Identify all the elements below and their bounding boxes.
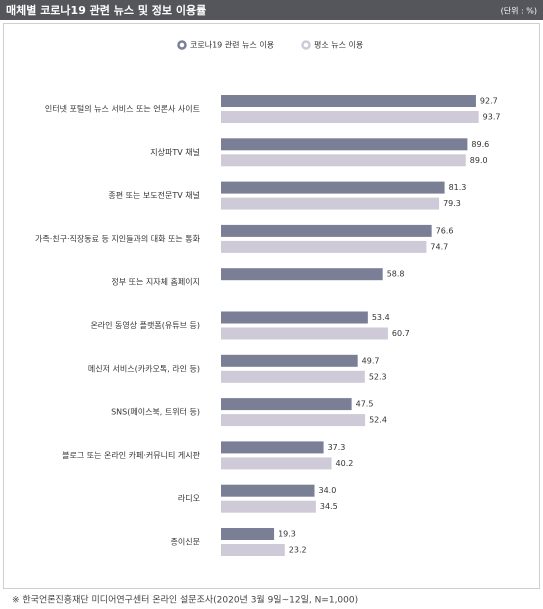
value-label: 52.4 xyxy=(369,416,387,425)
legend-label: 코로나19 관련 뉴스 이용 xyxy=(190,40,274,50)
bar xyxy=(221,500,316,513)
footnote: ※ 한국언론진흥재단 미디어연구센터 온라인 설문조사(2020년 3월 9일~… xyxy=(12,594,358,606)
value-label: 79.3 xyxy=(443,199,461,208)
bar xyxy=(221,457,332,470)
value-label: 76.6 xyxy=(436,226,454,235)
value-label: 89.0 xyxy=(470,156,488,165)
bar xyxy=(221,370,365,383)
legend-marker xyxy=(177,40,187,50)
category-label: 종편 또는 보도전문TV 채널 xyxy=(108,190,200,200)
value-label: 23.2 xyxy=(289,546,307,555)
category-label: 블로그 또는 온라인 카페·커뮤니티 게시판 xyxy=(62,450,200,460)
category-label: 인터넷 포털의 뉴스 서비스 또는 언론사 사이트 xyxy=(45,104,200,114)
bar xyxy=(221,414,366,427)
bar xyxy=(221,224,432,237)
unit-label: (단위 : %) xyxy=(501,6,537,16)
value-label: 34.5 xyxy=(320,502,338,511)
value-label: 89.6 xyxy=(471,140,489,149)
bar xyxy=(221,138,468,151)
category-label: 온라인 동영상 플랫폼(유튜브 등) xyxy=(90,320,200,330)
bar xyxy=(221,268,383,281)
value-label: 74.7 xyxy=(430,242,448,251)
header-bar xyxy=(0,0,543,20)
bar xyxy=(221,484,315,497)
legend-label: 평소 뉴스 이용 xyxy=(314,40,363,50)
value-label: 34.0 xyxy=(319,486,337,495)
category-label: 종이신문 xyxy=(171,537,200,547)
bar xyxy=(221,197,440,210)
category-label: 라디오 xyxy=(178,494,200,503)
category-label: SNS(페이스북, 트위터 등) xyxy=(111,407,200,417)
value-label: 92.7 xyxy=(480,97,498,106)
chart-title: 매체별 코로나19 관련 뉴스 및 정보 이용률 xyxy=(6,3,206,17)
bar xyxy=(221,528,275,540)
value-label: 40.2 xyxy=(336,459,354,468)
bar xyxy=(221,95,476,107)
bar xyxy=(221,398,352,411)
bar xyxy=(221,544,285,556)
value-label: 49.7 xyxy=(362,356,380,365)
value-label: 81.3 xyxy=(449,183,467,192)
category-label: 메신저 서비스(카카오톡, 라인 등) xyxy=(88,363,200,373)
value-label: 58.8 xyxy=(387,270,405,279)
value-label: 60.7 xyxy=(392,329,410,338)
value-label: 47.5 xyxy=(356,400,374,409)
bar xyxy=(221,441,324,454)
bar xyxy=(221,154,466,167)
bar xyxy=(221,327,388,340)
chart-frame xyxy=(3,23,540,589)
value-label: 93.7 xyxy=(483,113,501,122)
bar xyxy=(221,354,358,367)
category-label: 정부 또는 지자체 홈페이지 xyxy=(111,277,200,287)
category-label: 지상파TV 채널 xyxy=(150,147,200,157)
bar xyxy=(221,240,427,253)
bar xyxy=(221,181,445,194)
category-label: 가족·친구·직장동료 등 지인들과의 대화 또는 통화 xyxy=(35,233,201,243)
legend-marker xyxy=(301,40,311,50)
value-label: 53.4 xyxy=(372,313,390,322)
value-label: 19.3 xyxy=(278,530,296,539)
bar xyxy=(221,311,368,324)
bar xyxy=(221,111,479,123)
value-label: 52.3 xyxy=(369,372,387,381)
value-label: 37.3 xyxy=(328,443,346,452)
